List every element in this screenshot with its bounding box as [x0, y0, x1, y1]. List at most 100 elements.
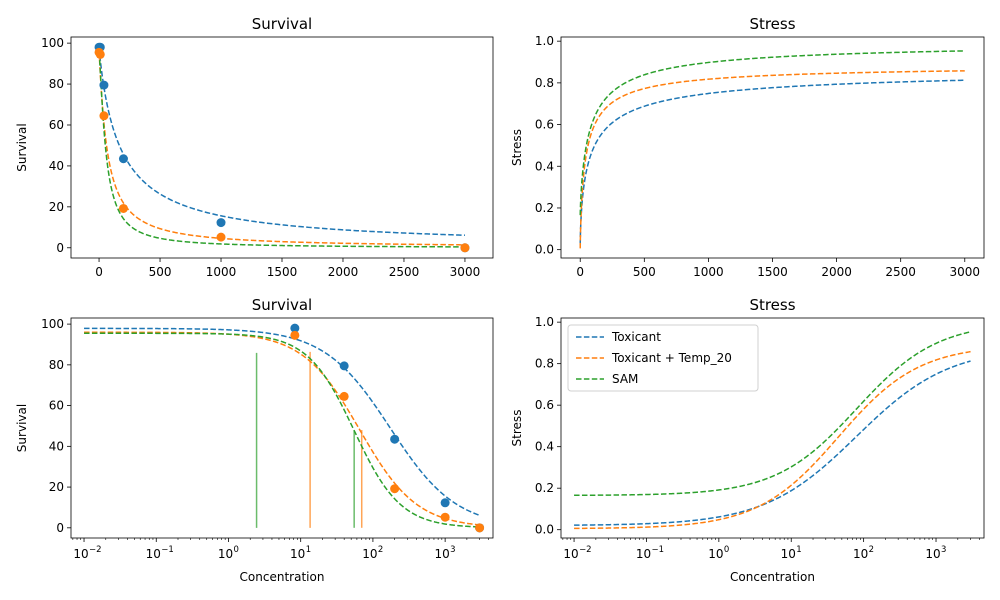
- x-tick-exponent: −2: [89, 545, 102, 555]
- series-line-toxicant: [98, 46, 465, 236]
- plot-area: [98, 46, 465, 248]
- x-tick-label: 500: [633, 265, 656, 279]
- x-tick-label: 2500: [389, 265, 420, 279]
- x-tick-exponent: 2: [869, 545, 874, 555]
- y-tick-label: 0.4: [535, 440, 554, 454]
- y-tick-label: 80: [49, 77, 64, 91]
- x-tick-label: 10: [781, 547, 796, 561]
- y-tick-label: 0: [56, 241, 64, 255]
- x-tick-label: 10: [362, 547, 377, 561]
- x-tick-label: 2000: [328, 265, 359, 279]
- y-tick-label: 20: [49, 480, 64, 494]
- series-line-toxicant-temp-20: [574, 350, 971, 530]
- data-point-toxicant: [339, 361, 349, 371]
- legend: Toxicant Toxicant + Temp_20 SAM: [567, 324, 759, 392]
- series-line-toxicant: [574, 360, 971, 526]
- x-tick-label: 10: [146, 547, 161, 561]
- x-tick-exponent: 0: [233, 545, 238, 555]
- y-tick-label: 60: [49, 118, 64, 132]
- series-line-sam: [574, 331, 971, 497]
- y-tick-label: 100: [41, 36, 64, 50]
- y-tick-label: 0.6: [535, 118, 554, 132]
- x-tick-label: 3000: [450, 265, 481, 279]
- data-point-toxicant-temp-20: [99, 111, 109, 121]
- y-tick-label: 0.8: [535, 357, 554, 371]
- axes-frame: [70, 317, 494, 539]
- plot-area: [579, 50, 965, 249]
- x-tick-label: 2000: [821, 265, 852, 279]
- plot-area: [84, 327, 480, 528]
- series-line-sam: [84, 332, 480, 528]
- x-tick-label: 0: [95, 265, 103, 279]
- x-tick-label: 10: [434, 547, 449, 561]
- x-tick-exponent: −1: [161, 545, 174, 555]
- data-point-toxicant-temp-20: [339, 391, 349, 401]
- data-point-toxicant-temp-20: [440, 512, 450, 522]
- y-tick-label: 0.2: [535, 201, 554, 215]
- data-point-toxicant-temp-20: [290, 330, 300, 340]
- y-tick-label: 40: [49, 159, 64, 173]
- legend-entry: SAM: [612, 372, 638, 386]
- chart-title: Survival: [252, 15, 312, 33]
- y-axis-label: Survival: [15, 123, 29, 171]
- x-tick-label: 2500: [885, 265, 916, 279]
- y-tick-label: 0.0: [535, 243, 554, 257]
- data-point-toxicant-temp-20: [95, 49, 105, 59]
- series-line-toxicant: [579, 79, 965, 246]
- x-tick-label: 10: [708, 547, 723, 561]
- data-point-toxicant-temp-20: [475, 523, 485, 533]
- data-point-toxicant: [440, 498, 450, 508]
- y-tick-label: 100: [41, 317, 64, 331]
- x-tick-label: 1000: [693, 265, 724, 279]
- legend-box: [567, 324, 759, 392]
- x-tick-label: 10: [73, 547, 88, 561]
- x-tick-label: 500: [149, 265, 172, 279]
- y-axis-label: Stress: [510, 410, 524, 447]
- chart-title: Stress: [749, 15, 795, 33]
- y-tick-label: 0.0: [535, 523, 554, 537]
- series-line-toxicant-temp-20: [579, 70, 965, 249]
- data-point-toxicant: [99, 80, 109, 90]
- data-point-toxicant-temp-20: [118, 203, 128, 213]
- x-tick-label: 10: [218, 547, 233, 561]
- data-point-toxicant-temp-20: [460, 243, 470, 253]
- survival-log-panel: SurvivalSurvivalConcentration02040608010…: [15, 296, 494, 584]
- axes-frame: [560, 36, 985, 259]
- y-tick-label: 1.0: [535, 34, 554, 48]
- data-point-toxicant: [390, 434, 400, 444]
- x-tick-label: 1500: [757, 265, 788, 279]
- chart-title: Stress: [749, 296, 795, 314]
- x-tick-label: 10: [563, 547, 578, 561]
- x-tick-exponent: −1: [651, 545, 664, 555]
- y-tick-label: 0.6: [535, 398, 554, 412]
- y-tick-label: 0.2: [535, 481, 554, 495]
- x-tick-exponent: −2: [579, 545, 592, 555]
- y-tick-label: 0.4: [535, 159, 554, 173]
- stress-log-panel: Stress Stress Concentration 0.0 0.2 0.4 0.6 0.8…: [510, 296, 985, 584]
- data-point-toxicant: [216, 218, 226, 228]
- y-tick-label: 40: [49, 439, 64, 453]
- x-tick-label: 0: [576, 265, 584, 279]
- plot-area: [574, 331, 971, 530]
- y-tick-label: 1.0: [535, 315, 554, 329]
- axes-frame: [560, 317, 985, 539]
- x-tick-label: 10: [853, 547, 868, 561]
- x-tick-exponent: 1: [796, 545, 801, 555]
- stress-linear-panel: Stress Stress 0.0 0.2 0.4 0.6 0.8 1.0 0 500 1000 15…: [510, 15, 985, 279]
- series-line-sam: [98, 51, 465, 248]
- x-tick-label: 1000: [206, 265, 237, 279]
- y-tick-label: 0.8: [535, 76, 554, 90]
- legend-entry: Toxicant + Temp_20: [611, 351, 732, 365]
- x-tick-label: 10: [636, 547, 651, 561]
- series-line-toxicant-temp-20: [98, 50, 465, 246]
- y-tick-label: 20: [49, 200, 64, 214]
- x-tick-exponent: 2: [378, 545, 383, 555]
- x-tick-label: 10: [925, 547, 940, 561]
- data-point-toxicant: [290, 323, 300, 333]
- x-tick-exponent: 1: [306, 545, 311, 555]
- data-point-toxicant-temp-20: [390, 484, 400, 494]
- y-tick-label: 60: [49, 399, 64, 413]
- chart-title: Survival: [252, 296, 312, 314]
